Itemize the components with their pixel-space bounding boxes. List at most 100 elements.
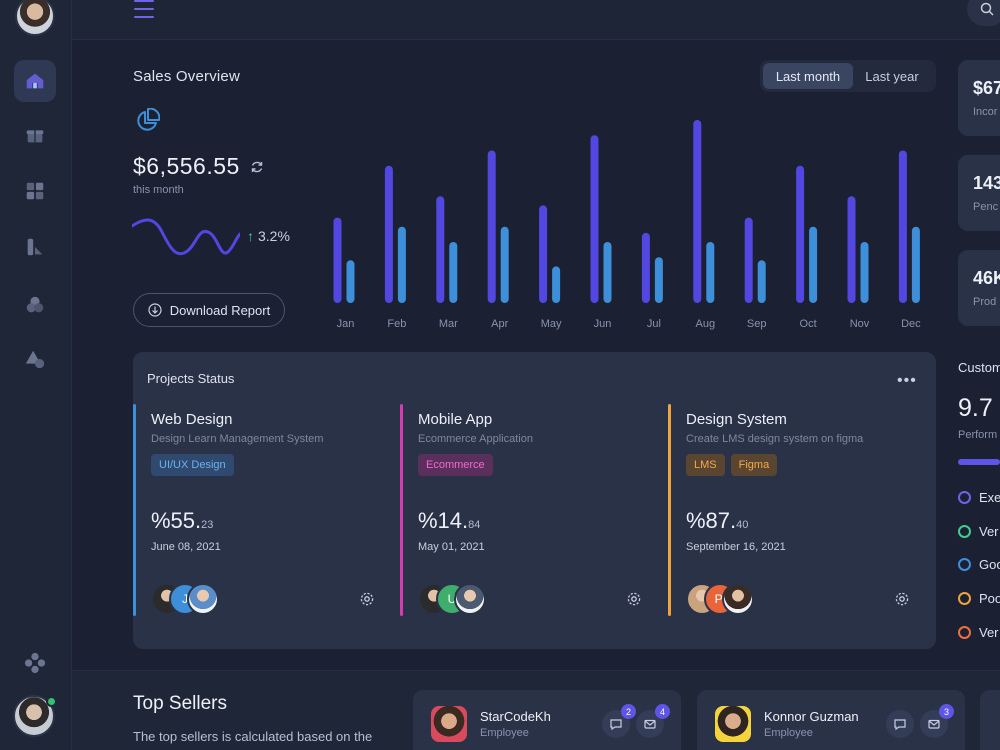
x-tick-label: Mar bbox=[439, 318, 458, 330]
bar-sep-series-1[interactable] bbox=[744, 217, 753, 303]
nav-shapes[interactable] bbox=[14, 338, 56, 380]
legend-ring-icon bbox=[958, 525, 971, 538]
bar-mar-series-1[interactable] bbox=[436, 196, 445, 303]
seller-card[interactable] bbox=[980, 690, 1000, 750]
seller-role: Employee bbox=[480, 727, 529, 739]
more-options-icon[interactable]: ••• bbox=[897, 372, 917, 389]
bar-may-series-2[interactable] bbox=[552, 266, 561, 303]
gear-icon[interactable] bbox=[359, 591, 375, 607]
bar-jan-series-2[interactable] bbox=[346, 260, 355, 303]
range-last-month-button[interactable]: Last month bbox=[763, 63, 853, 89]
top-sellers-description: The top sellers is calculated based on t… bbox=[133, 729, 373, 744]
projects-status-title: Projects Status bbox=[147, 371, 235, 386]
avatar[interactable] bbox=[15, 0, 55, 36]
project-tag[interactable]: Ecommerce bbox=[418, 454, 493, 476]
bar-apr-series-2[interactable] bbox=[500, 226, 509, 303]
download-report-button[interactable]: Download Report bbox=[133, 293, 285, 327]
search-button[interactable] bbox=[967, 0, 1000, 26]
avatar[interactable] bbox=[187, 583, 219, 615]
project-name: Web Design bbox=[151, 411, 233, 428]
mail-button[interactable]: 3 bbox=[920, 704, 954, 738]
chat-icon bbox=[610, 719, 622, 731]
nav-settings[interactable] bbox=[14, 642, 56, 684]
project-tag[interactable]: UI/UX Design bbox=[151, 454, 234, 476]
search-icon bbox=[980, 2, 994, 16]
x-tick-label: Jun bbox=[594, 318, 612, 330]
project-date: May 01, 2021 bbox=[418, 541, 485, 553]
mail-button[interactable]: 4 bbox=[636, 704, 670, 738]
bar-dec-series-1[interactable] bbox=[898, 150, 907, 304]
project-tag[interactable]: Figma bbox=[730, 454, 778, 476]
bar-sep-series-2[interactable] bbox=[757, 260, 766, 303]
message-button[interactable]: 2 bbox=[602, 704, 636, 738]
sales-amount: $6,556.55 bbox=[133, 153, 240, 179]
bar-jul-series-1[interactable] bbox=[641, 232, 650, 303]
arrow-up-icon: ↑ bbox=[247, 228, 254, 244]
bar-nov-series-1[interactable] bbox=[847, 196, 856, 303]
avatar[interactable] bbox=[722, 583, 754, 615]
x-tick-label: Oct bbox=[800, 318, 817, 330]
seller-name: StarCodeKh bbox=[480, 709, 551, 724]
project-web-design[interactable]: Web Design Design Learn Management Syste… bbox=[133, 404, 395, 616]
bar-oct-series-1[interactable] bbox=[796, 165, 805, 303]
home-icon bbox=[26, 73, 44, 89]
stat-card-products[interactable]: 46K Prod bbox=[958, 250, 1000, 326]
sidebar bbox=[0, 0, 72, 750]
bar-feb-series-2[interactable] bbox=[397, 226, 406, 303]
range-last-year-button[interactable]: Last year bbox=[865, 68, 919, 84]
bar-feb-series-1[interactable] bbox=[384, 165, 393, 303]
project-percent: %14.84 bbox=[418, 508, 481, 533]
project-tag[interactable]: LMS bbox=[686, 454, 725, 476]
shapes-icon bbox=[25, 350, 45, 369]
sales-bar-chart: Jan Feb Mar Apr May Jun Jul Aug Sep Oct Nov Dec bbox=[333, 120, 921, 330]
project-color-bar bbox=[400, 404, 403, 616]
stat-card-pending[interactable]: 143 Penc bbox=[958, 155, 1000, 231]
legend-ring-icon bbox=[958, 626, 971, 639]
chart-icon bbox=[27, 238, 43, 256]
bar-jan-series-1[interactable] bbox=[333, 217, 342, 303]
bar-jun-series-1[interactable] bbox=[590, 135, 599, 303]
legend-ring-icon bbox=[958, 592, 971, 605]
menu-icon[interactable] bbox=[134, 0, 154, 20]
bar-jul-series-2[interactable] bbox=[654, 257, 663, 303]
seller-card[interactable]: Konnor Guzman Employee 3 bbox=[697, 690, 965, 750]
customer-section-title: Custom bbox=[958, 360, 1000, 375]
stat-card-income[interactable]: $67 Incor bbox=[958, 60, 1000, 136]
download-icon bbox=[148, 303, 162, 317]
nav-grid[interactable] bbox=[14, 170, 56, 212]
bar-dec-series-2[interactable] bbox=[911, 226, 920, 303]
download-report-label: Download Report bbox=[169, 302, 271, 318]
seller-photo bbox=[715, 706, 751, 742]
project-design-system[interactable]: Design System Create LMS design system o… bbox=[668, 404, 930, 616]
avatar[interactable] bbox=[454, 583, 486, 615]
project-mobile-app[interactable]: Mobile App Ecommerce Application Ecommer… bbox=[400, 404, 662, 616]
seller-card[interactable]: StarCodeKh Employee 2 4 bbox=[413, 690, 681, 750]
bar-aug-series-2[interactable] bbox=[706, 242, 715, 303]
customer-score: 9.7 bbox=[958, 394, 993, 422]
nav-gift[interactable] bbox=[14, 114, 56, 156]
bar-nov-series-2[interactable] bbox=[860, 242, 869, 303]
nav-circles[interactable] bbox=[14, 284, 56, 326]
legend-item: Poo bbox=[958, 591, 1000, 606]
gear-icon[interactable] bbox=[894, 591, 910, 607]
nav-home[interactable] bbox=[14, 60, 56, 102]
legend-ring-icon bbox=[958, 558, 971, 571]
bar-jun-series-2[interactable] bbox=[603, 242, 612, 303]
chat-icon bbox=[894, 719, 906, 731]
top-sellers-title: Top Sellers bbox=[133, 693, 227, 714]
x-tick-label: Jul bbox=[647, 318, 661, 330]
bar-oct-series-2[interactable] bbox=[809, 226, 818, 303]
gear-icon[interactable] bbox=[626, 591, 642, 607]
bar-mar-series-2[interactable] bbox=[449, 242, 458, 303]
nav-chart[interactable] bbox=[14, 226, 56, 268]
project-subtitle: Design Learn Management System bbox=[151, 433, 324, 445]
grid-icon bbox=[26, 182, 44, 200]
settings-icon bbox=[24, 652, 46, 674]
stat-label: Prod bbox=[973, 296, 997, 308]
bar-may-series-1[interactable] bbox=[539, 205, 548, 303]
project-date: June 08, 2021 bbox=[151, 541, 221, 553]
bar-apr-series-1[interactable] bbox=[487, 150, 496, 304]
refresh-icon[interactable] bbox=[250, 160, 264, 174]
bar-aug-series-1[interactable] bbox=[693, 120, 702, 303]
message-button[interactable] bbox=[886, 710, 914, 738]
